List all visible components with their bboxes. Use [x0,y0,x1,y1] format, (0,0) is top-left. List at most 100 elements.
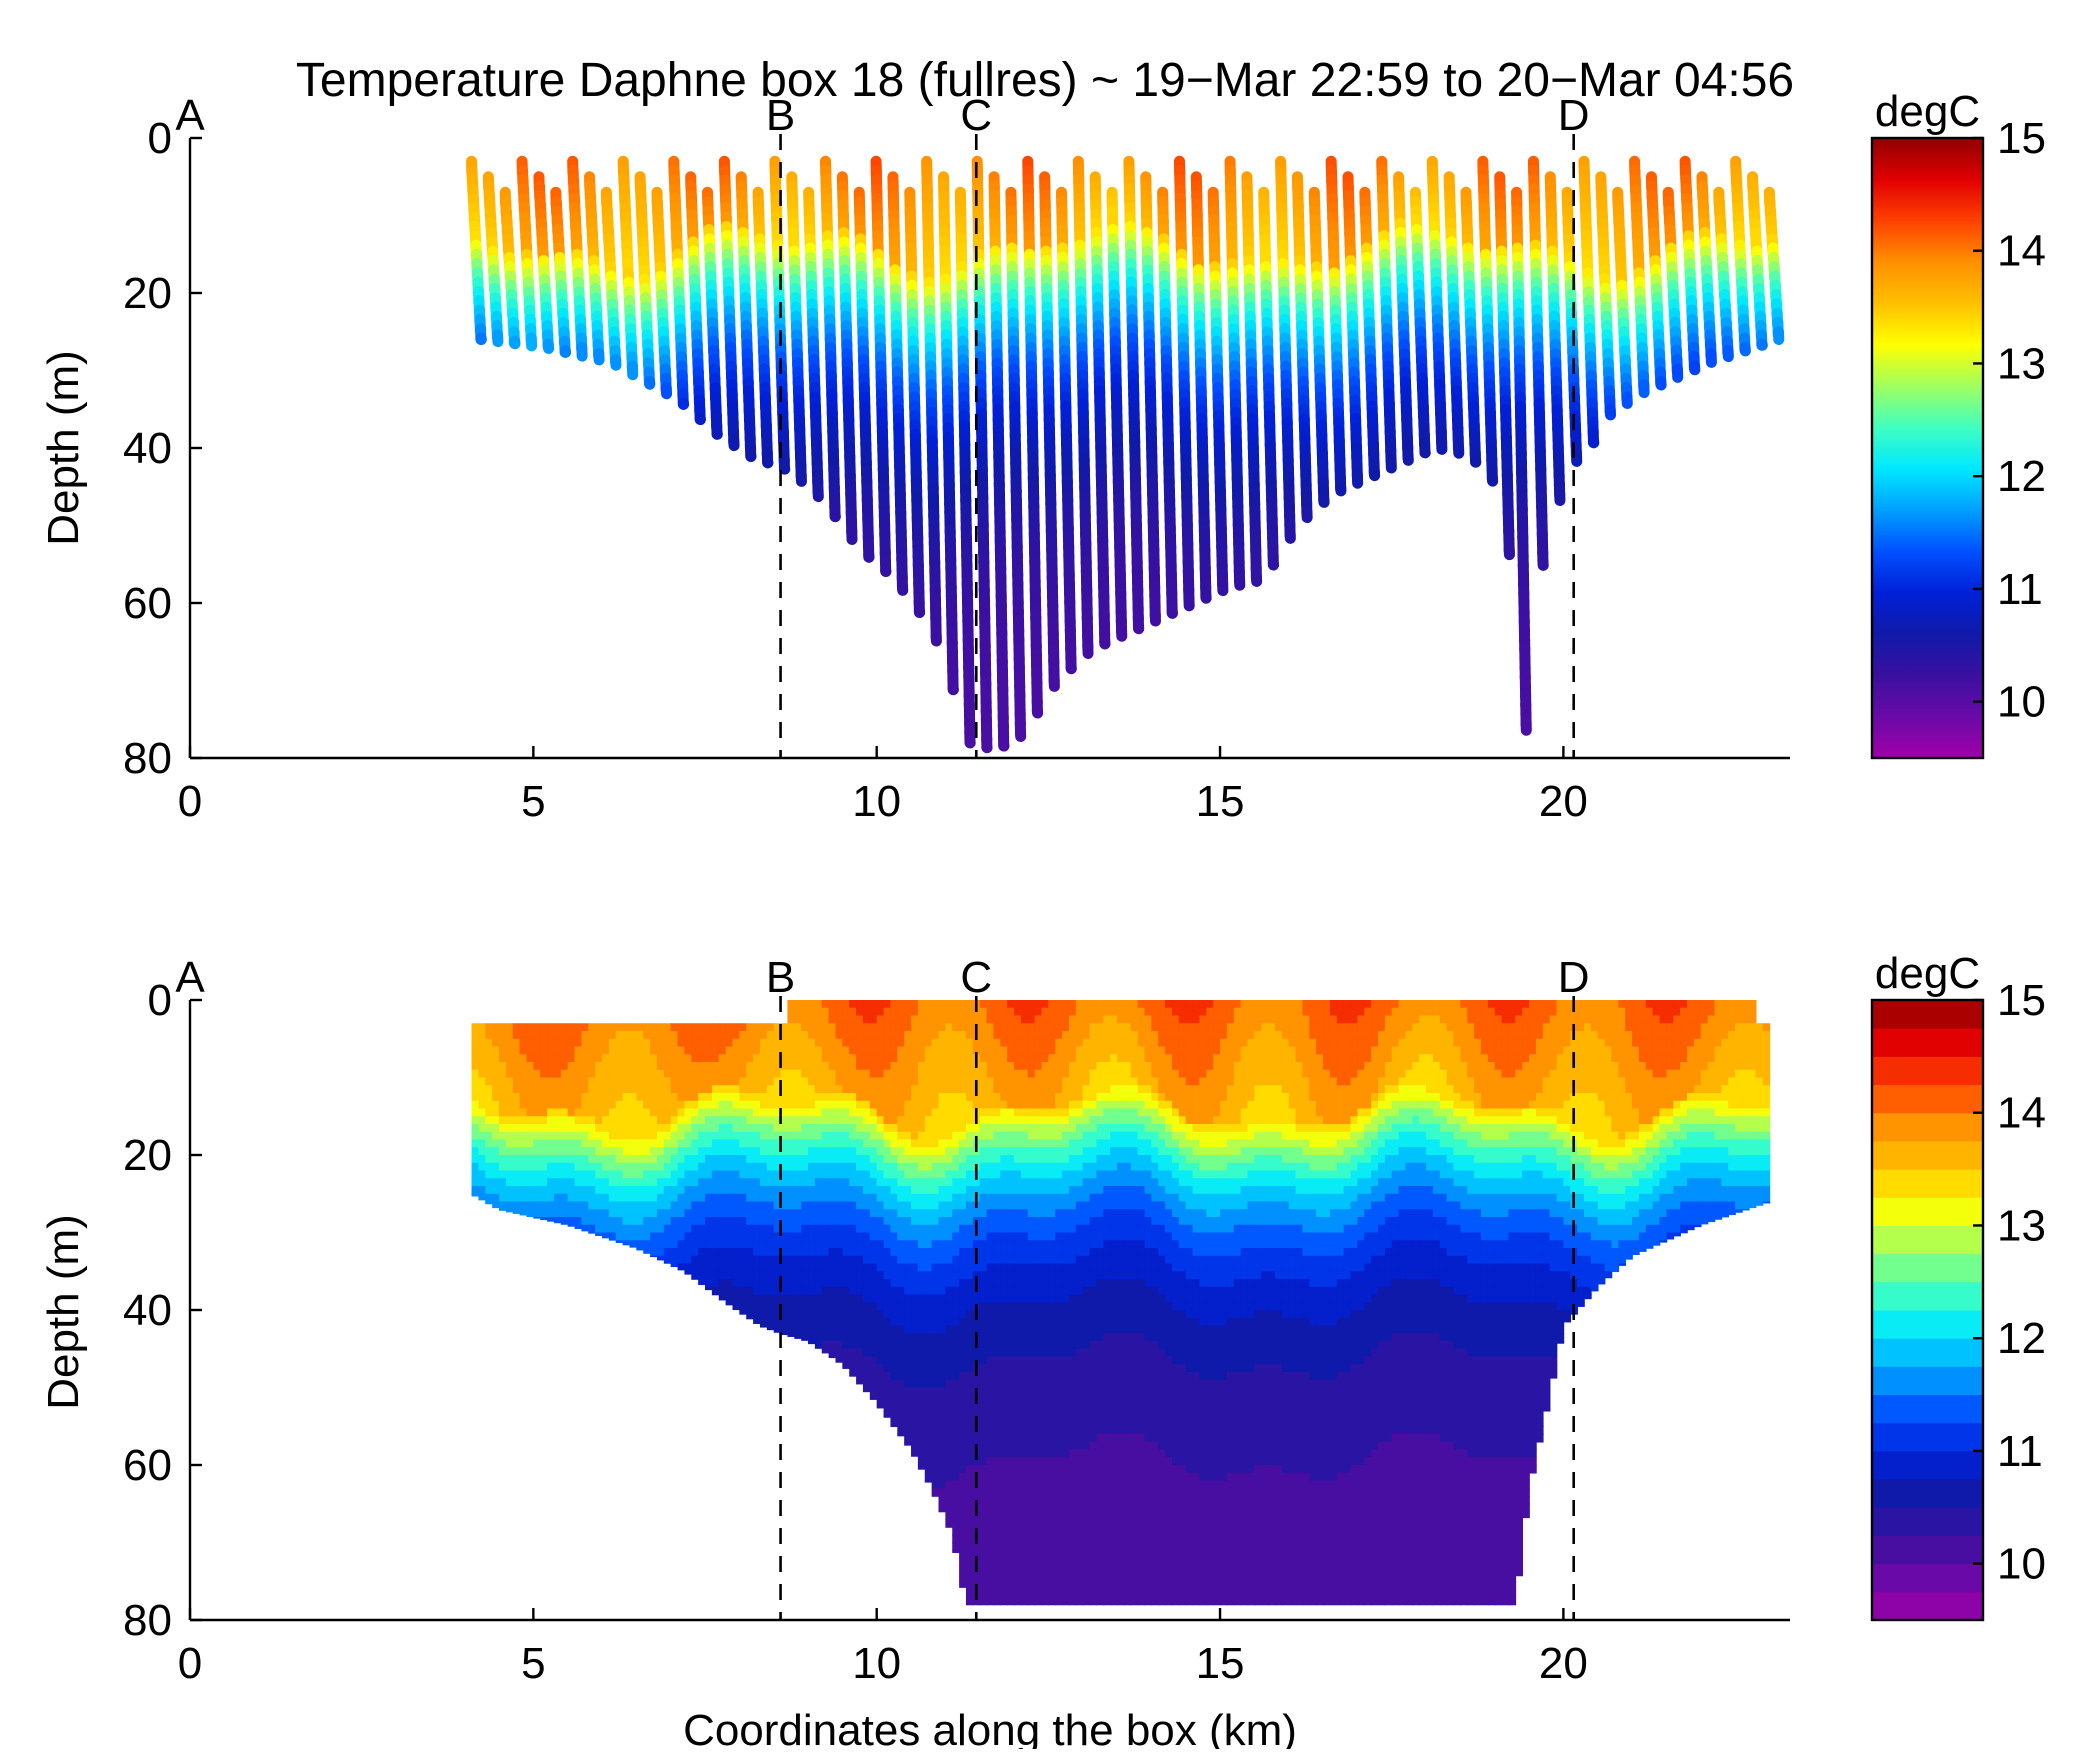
contour-cell [877,1248,885,1257]
contour-cell [568,1140,576,1149]
contour-cell [808,1233,816,1242]
contour-cell [726,1217,734,1226]
cast-trace [994,177,1004,746]
contour-cell [739,1248,747,1257]
contour-cell [753,1093,761,1102]
top-section-label-d: D [1558,91,1590,140]
cast-trace [1567,192,1577,461]
contour-cell [561,1163,569,1172]
contour-cell [787,1326,795,1335]
contour-cell [671,1054,679,1063]
contour-cell [829,1000,837,1009]
contour-cell [657,1217,665,1226]
contour-cell [575,1093,583,1102]
contour-cell [822,1062,830,1071]
contour-cell [575,1054,583,1063]
cast-trace [691,177,701,420]
contour-cell [712,1155,720,1164]
contour-cell [581,1124,589,1133]
contour-cell [870,1395,878,1400]
contour-cell [760,1302,768,1311]
contour-cell [499,1078,507,1087]
contour-cell [863,1171,871,1180]
contour-cell [884,1209,892,1218]
contour-cell [829,1039,837,1048]
contour-cell [822,1225,830,1234]
contour-cell [863,1132,871,1141]
contour-cell [513,1070,521,1079]
contour-cell [760,1217,768,1226]
contour-cell [513,1178,521,1187]
contour-cell [822,1240,830,1249]
contour-cell [863,1085,871,1094]
contour-cell [616,1101,624,1110]
contour-cell [753,1194,761,1203]
contour-cell [863,1062,871,1071]
contour-cell [863,1279,871,1288]
contour-cell [664,1202,672,1211]
contour-cell [533,1194,541,1203]
contour-cell [822,1124,830,1133]
contour-cell [842,1233,850,1242]
contour-cell [746,1271,754,1280]
contour-cell [657,1186,665,1195]
contour-cell [554,1186,562,1195]
contour-cell [657,1093,665,1102]
contour-cell [726,1124,734,1133]
contour-cell [870,1132,878,1141]
contour-cell [753,1217,761,1226]
contour-cell [767,1186,775,1195]
contour-cell [629,1233,637,1242]
contour-cell [629,1070,637,1079]
contour-cell [753,1248,761,1257]
contour-cell [540,1062,548,1071]
contour-cell [485,1054,493,1063]
contour-cell [767,1147,775,1156]
contour-cell [808,1271,816,1280]
contour-cell [533,1217,541,1219]
contour-cell [829,1357,837,1359]
contour-cell [801,1109,809,1118]
contour-cell [629,1194,637,1203]
contour-cell [609,1132,617,1141]
contour-cell [739,1116,747,1125]
contour-cell [849,1333,857,1342]
contour-cell [526,1124,534,1133]
contour-cell [794,1279,802,1288]
contour-cell [774,1124,782,1133]
contour-cell [671,1264,679,1268]
contour-cell [616,1209,624,1218]
contour-cell [719,1264,727,1273]
contour-cell [478,1163,486,1172]
cast-trace [741,177,751,457]
contour-cell [643,1078,651,1087]
contour-cell [767,1078,775,1087]
contour-cell [794,1264,802,1273]
contour-cell [884,1054,892,1063]
contour-cell [787,1039,795,1048]
contour-cell [719,1093,727,1102]
cast-trace [893,177,903,591]
contour-cell [684,1124,692,1133]
contour-cell [575,1225,583,1229]
contour-cell [554,1140,562,1149]
contour-cell [712,1225,720,1234]
contour-cell [856,1116,864,1125]
contour-cell [547,1209,555,1218]
contour-cell [870,1287,878,1296]
contour-cell [794,1248,802,1257]
contour-cell [849,1008,857,1017]
contour-cell [719,1248,727,1257]
contour-cell [520,1202,528,1211]
contour-cell [554,1147,562,1156]
contour-cell [877,1078,885,1087]
contour-cell [650,1186,658,1195]
contour-cell [884,1333,892,1342]
contour-cell [787,1217,795,1226]
contour-cell [492,1047,500,1056]
contour-cell [595,1070,603,1079]
contour-cell [856,1209,864,1218]
contour-cell [581,1178,589,1187]
contour-cell [554,1217,562,1223]
contour-cell [753,1132,761,1141]
